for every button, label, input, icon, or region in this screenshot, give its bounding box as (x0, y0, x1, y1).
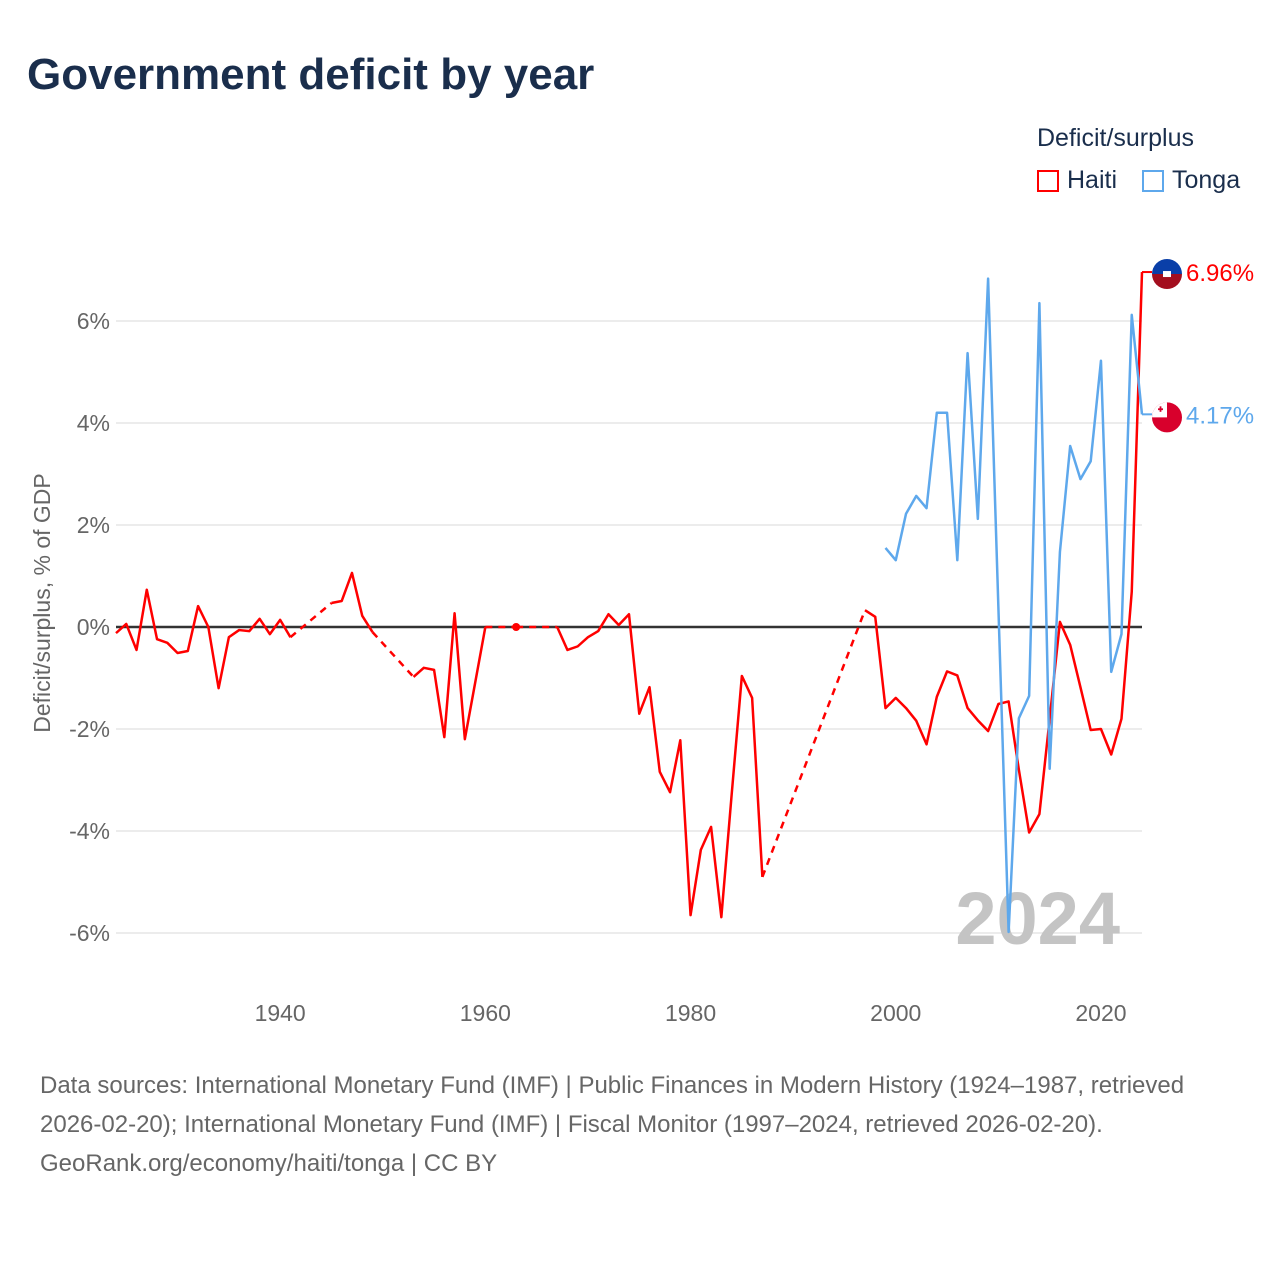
x-tick-label: 1980 (665, 1000, 716, 1026)
y-tick-label: -6% (69, 920, 110, 946)
y-tick-label: 6% (77, 308, 110, 334)
tonga-flag-cross-v (1159, 406, 1162, 412)
haiti-flag-emblem (1163, 271, 1171, 278)
footer: Data sources: International Monetary Fun… (40, 1066, 1240, 1183)
y-tick-label: -2% (69, 716, 110, 742)
legend-label-haiti: Haiti (1067, 166, 1118, 194)
series-line-tonga (884, 277, 1144, 934)
legend-item-haiti[interactable]: Haiti (1037, 166, 1117, 195)
end-value-label-tonga: 4.17% (1186, 402, 1254, 429)
y-tick-label: 0% (77, 614, 110, 640)
y-tick-label: 2% (77, 512, 110, 538)
x-tick-label: 1940 (255, 1000, 306, 1026)
legend-item-tonga[interactable]: Tonga (1142, 166, 1240, 195)
x-tick-label: 2000 (870, 1000, 921, 1026)
data-sources: Data sources: International Monetary Fun… (40, 1072, 1185, 1138)
gap-segment (761, 609, 867, 878)
legend-swatch-haiti (1037, 169, 1059, 192)
year-watermark: 2024 (955, 877, 1120, 960)
x-tick-label: 2020 (1075, 1000, 1126, 1026)
y-axis-label: Deficit/surplus, % of GDP (29, 473, 55, 732)
credit: GeoRank.org/economy/haiti/tonga | CC BY (40, 1150, 498, 1177)
legend-label-tonga: Tonga (1172, 166, 1241, 194)
legend-swatch-tonga (1142, 169, 1164, 192)
gap-segment (289, 602, 333, 639)
series-line-haiti (115, 271, 1144, 919)
plot-area: -6% -4% -2% 0% 2% 4% 6% 1940 1960 1980 2000 2020 Def… (29, 259, 1254, 1026)
haiti-flag-icon (1152, 259, 1182, 275)
y-tick-label: 4% (77, 410, 110, 436)
haiti-flag-icon-lower (1152, 274, 1182, 290)
x-tick-label: 1960 (460, 1000, 511, 1026)
chart-title: Government deficit by year (27, 50, 595, 99)
end-value-label-haiti: 6.96% (1186, 260, 1254, 287)
gap-segment (371, 631, 415, 678)
y-tick-label: -4% (69, 818, 110, 844)
legend-title: Deficit/surplus (1037, 124, 1194, 152)
